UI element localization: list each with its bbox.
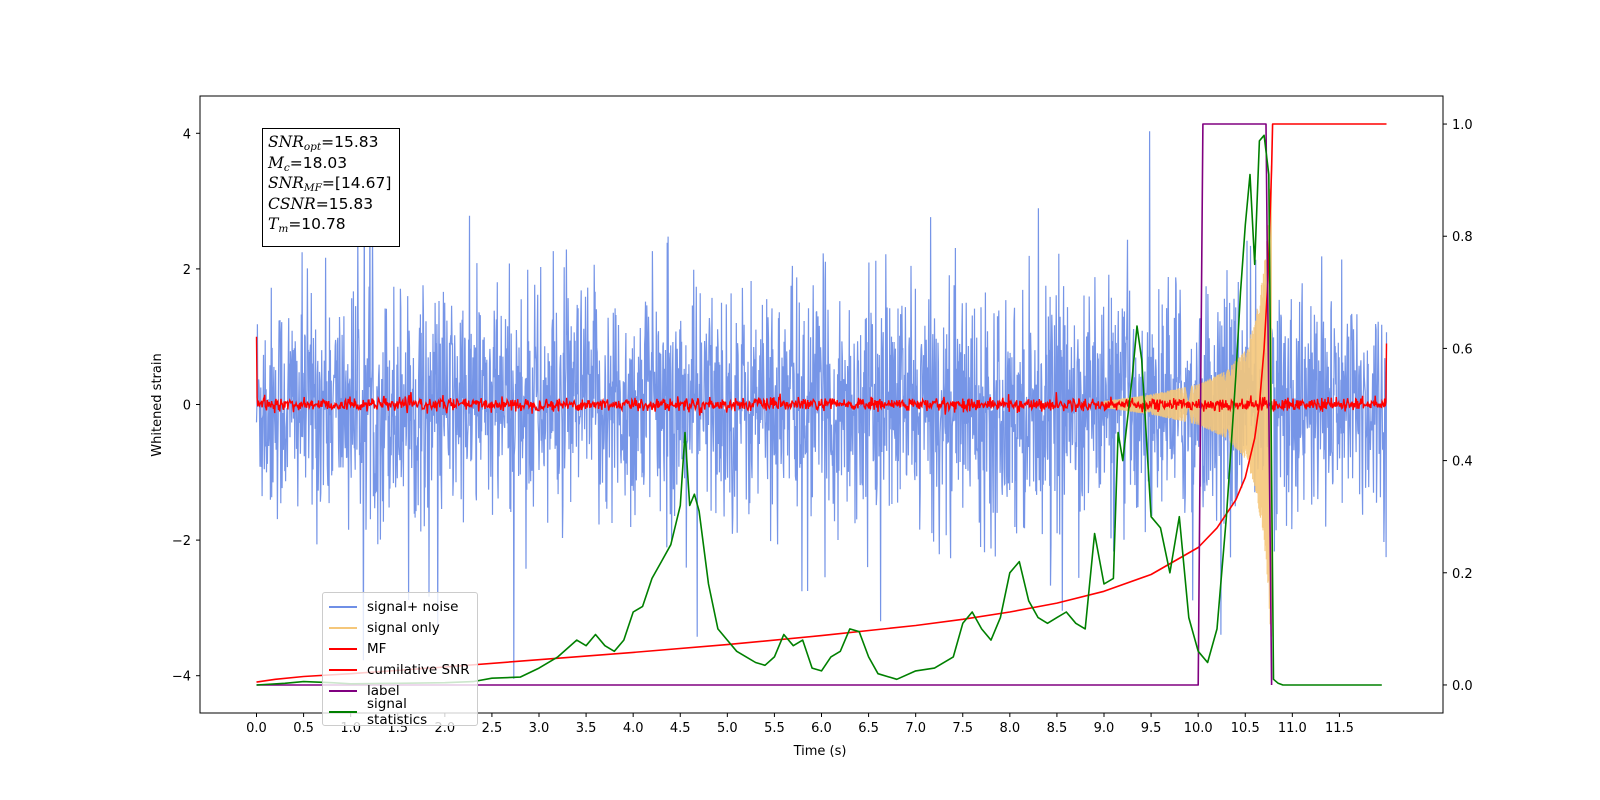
- legend-swatch: [329, 710, 357, 713]
- tm-value: =10.78: [288, 215, 346, 233]
- tm-subscript: m: [278, 223, 289, 235]
- legend-swatch: [329, 626, 357, 629]
- y-axis-label: Whitened strain: [150, 353, 165, 456]
- snr-opt-annotation: SNRopt=15.83: [268, 132, 394, 153]
- x-tick-label: 11.5: [1325, 721, 1354, 736]
- legend-label: label: [367, 682, 400, 699]
- snr-mf-value: =[14.67]: [321, 174, 392, 192]
- mc-subscript: c: [283, 161, 290, 174]
- x-tick-label: 6.5: [858, 721, 879, 736]
- legend-label: signal+ noise: [367, 598, 459, 615]
- y-left-tick-label: 0: [183, 399, 191, 414]
- x-axis-label: Time (s): [793, 744, 847, 759]
- y-right-tick-label: 1.0: [1452, 118, 1473, 133]
- series-signal-statistics-line: [256, 134, 1382, 686]
- x-tick-label: 11.0: [1278, 721, 1307, 736]
- y-right-tick-label: 0.8: [1452, 230, 1473, 245]
- legend-label: signal only: [367, 619, 440, 636]
- x-tick-label: 9.5: [1141, 721, 1162, 736]
- legend-label: MF: [367, 640, 387, 657]
- x-tick-label: 0.0: [246, 721, 267, 736]
- x-tick-label: 5.5: [764, 721, 785, 736]
- series-label-line: [256, 123, 1273, 686]
- x-tick-label: 0.5: [293, 721, 314, 736]
- legend-label: signal statistics: [367, 695, 428, 728]
- snr-mf-symbol: SNR: [268, 174, 304, 192]
- y-left-tick-label: 2: [183, 263, 191, 278]
- series-mf-line: [255, 336, 1388, 416]
- legend-item-label: label: [329, 680, 471, 701]
- legend-item-signal-statistics: signal statistics: [329, 696, 471, 728]
- legend-swatch: [329, 605, 357, 608]
- legend-label: cumilative SNR: [367, 661, 470, 678]
- axes-frame: [199, 95, 1444, 714]
- x-tick-label: 4.5: [670, 721, 691, 736]
- mc-annotation: Mc=18.03: [268, 153, 394, 174]
- csnr-symbol: CSNR: [268, 194, 316, 213]
- snr-opt-symbol: SNR: [268, 133, 304, 151]
- legend-swatch: [329, 647, 357, 650]
- csnr-annotation: CSNR=15.83: [268, 194, 394, 215]
- legend-item-signal-noise: signal+ noise: [329, 596, 471, 617]
- x-tick-label: 2.5: [482, 721, 503, 736]
- y-left-tick-label: 4: [183, 127, 191, 142]
- tm-annotation: Tm=10.78: [268, 214, 394, 235]
- snr-opt-value: =15.83: [321, 133, 379, 151]
- csnr-value: =15.83: [315, 194, 374, 213]
- x-tick-label: 4.0: [623, 721, 644, 736]
- legend-swatch: [329, 689, 357, 692]
- legend: signal+ noise signal only MF cumilative …: [322, 592, 478, 728]
- x-tick-label: 10.5: [1231, 721, 1260, 736]
- x-tick-label: 10.0: [1184, 721, 1213, 736]
- x-tick-label: 3.5: [576, 721, 597, 736]
- y-right-tick-label: 0.0: [1452, 679, 1473, 694]
- legend-item-cumulative-snr: cumilative SNR: [329, 659, 471, 680]
- tm-symbol: T: [268, 215, 279, 233]
- y-left-tick-label: −2: [172, 534, 191, 549]
- snr-opt-subscript: opt: [303, 141, 322, 153]
- x-tick-label: 7.5: [952, 721, 973, 736]
- y-right-tick-label: 0.4: [1452, 455, 1473, 470]
- y-right-tick-group: 0.0 0.2 0.4 0.6 0.8 1.0: [1443, 118, 1473, 694]
- x-tick-label: 6.0: [811, 721, 832, 736]
- x-tick-label: 5.0: [717, 721, 738, 736]
- legend-item-signal-only: signal only: [329, 617, 471, 638]
- x-tick-label: 8.0: [999, 721, 1020, 736]
- snr-mf-subscript: MF: [303, 182, 322, 194]
- snr-mf-annotation: SNRMF=[14.67]: [268, 173, 394, 194]
- y-right-tick-label: 0.6: [1452, 342, 1473, 357]
- mc-value: =18.03: [289, 153, 348, 172]
- legend-item-mf: MF: [329, 638, 471, 659]
- y-right-tick-label: 0.2: [1452, 567, 1473, 582]
- y-left-tick-group: −4 −2 0 2 4: [172, 127, 200, 685]
- x-tick-label: 3.0: [529, 721, 550, 736]
- mc-symbol: M: [268, 153, 284, 172]
- x-tick-label: 8.5: [1047, 721, 1068, 736]
- x-tick-label: 7.0: [905, 721, 926, 736]
- annotation-box: SNRopt=15.83 Mc=18.03 SNRMF=[14.67] CSNR…: [262, 128, 400, 247]
- legend-swatch: [329, 668, 357, 671]
- y-left-tick-label: −4: [172, 670, 191, 685]
- x-tick-label: 9.0: [1094, 721, 1115, 736]
